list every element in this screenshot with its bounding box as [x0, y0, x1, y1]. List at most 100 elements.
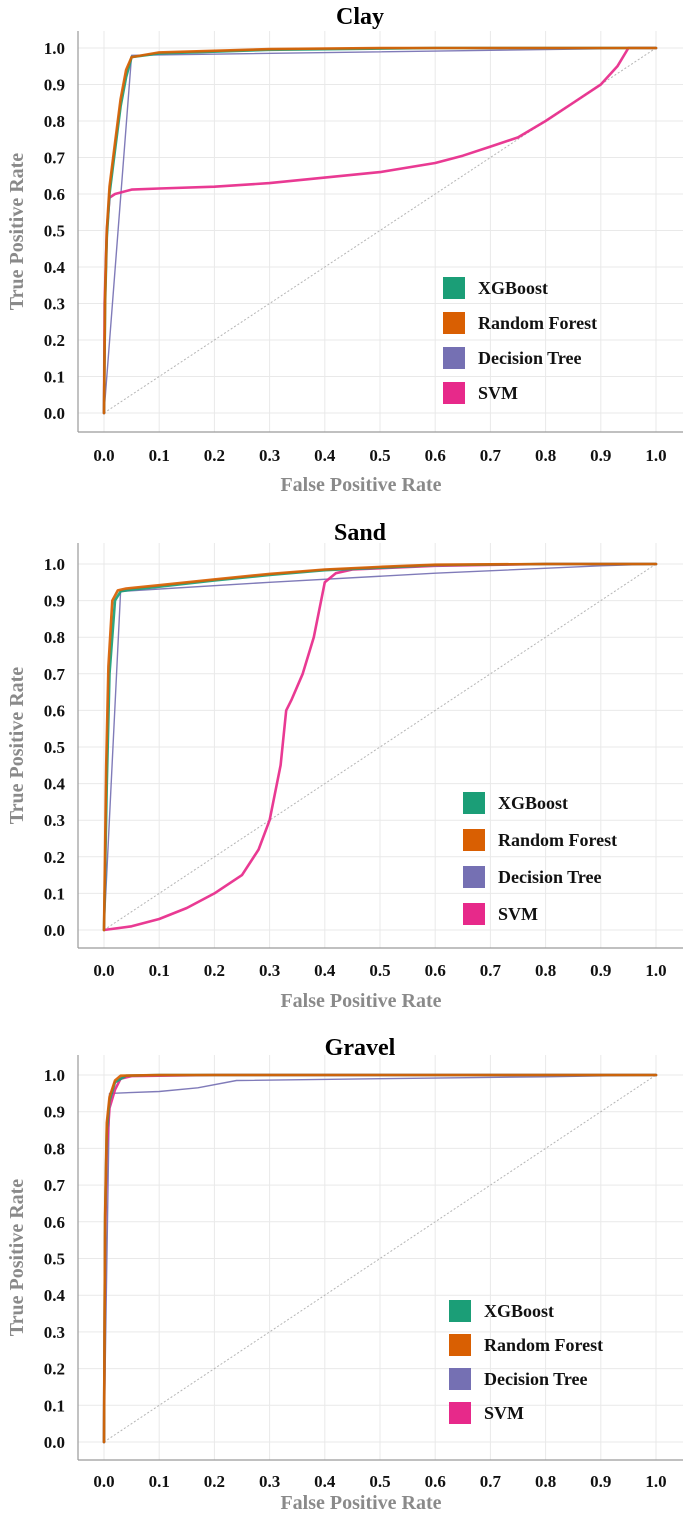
y-tick-label: 0.8 — [44, 628, 65, 647]
y-tick-label: 0.5 — [44, 1250, 65, 1269]
legend-swatch-xgboost — [443, 277, 465, 299]
x-tick-label: 0.0 — [93, 446, 114, 465]
y-tick-label: 1.0 — [44, 1066, 65, 1085]
series-line-decision-tree — [103, 47, 657, 414]
x-tick-label: 0.9 — [590, 961, 611, 980]
x-tick-label: 0.0 — [93, 961, 114, 980]
x-tick-label: 0.0 — [93, 1472, 114, 1491]
roc-chart-clay: 0.0 0.1 0.2 0.3 0.4 0.5 0.6 0.7 0.8 0.9 1.0 0.0 0.1 0… — [0, 0, 685, 505]
y-tick-label: 0.2 — [44, 1360, 65, 1379]
roc-chart-sand: 0.0 0.1 0.2 0.3 0.4 0.5 0.6 0.7 0.8 0.9 1.0 0.0 0.1 0… — [0, 512, 685, 1022]
y-tick-label: 0.3 — [44, 811, 65, 830]
x-tick-label: 0.4 — [314, 446, 336, 465]
y-tick-label: 0.4 — [44, 258, 66, 277]
x-tick-label: 0.1 — [149, 446, 170, 465]
y-tick-label: 0.6 — [44, 701, 65, 720]
series-line-decision-tree — [103, 1074, 657, 1443]
y-tick-label: 0.6 — [44, 185, 65, 204]
legend-swatch-random-forest — [449, 1334, 471, 1356]
x-tick-label: 0.5 — [369, 1472, 390, 1491]
chart-title: Clay — [336, 4, 384, 30]
x-tick-label: 0.1 — [149, 961, 170, 980]
x-axis-title: False Positive Rate — [280, 474, 441, 496]
x-tick-label: 0.4 — [314, 961, 336, 980]
y-tick-label: 1.0 — [44, 555, 65, 574]
series-lines — [102, 562, 658, 932]
series-line-random-forest — [102, 562, 658, 932]
x-tick-label: 0.7 — [480, 446, 502, 465]
legend-swatch-random-forest — [463, 829, 485, 851]
x-tick-label: 0.6 — [425, 446, 446, 465]
x-tick-label: 0.8 — [535, 1472, 556, 1491]
series-lines — [102, 1073, 658, 1444]
legend-label-xgboost: XGBoost — [478, 278, 548, 298]
x-tick-label: 0.2 — [204, 446, 225, 465]
legend-swatch-svm — [463, 903, 485, 925]
chart-title: Sand — [334, 520, 387, 546]
series-line-decision-tree — [103, 563, 657, 931]
x-tick-label: 0.9 — [590, 1472, 611, 1491]
legend-label-random-forest: Random Forest — [484, 1335, 603, 1355]
legend-label-svm: SVM — [478, 383, 518, 403]
x-tick-label: 0.4 — [314, 1472, 336, 1491]
x-tick-label: 0.5 — [369, 446, 390, 465]
chart-svg: 0.0 0.1 0.2 0.3 0.4 0.5 0.6 0.7 0.8 0.9 1.0 0.0 0.1 0… — [6, 1035, 683, 1514]
y-tick-label: 0.0 — [44, 921, 65, 940]
y-tick-label: 0.2 — [44, 848, 65, 867]
x-tick-label: 0.3 — [259, 961, 280, 980]
legend-label-decision-tree: Decision Tree — [478, 348, 581, 368]
legend-label-svm: SVM — [498, 904, 538, 924]
gridlines — [78, 543, 683, 948]
legend-swatch-svm — [443, 382, 465, 404]
x-tick-label: 0.6 — [425, 961, 446, 980]
series-line-random-forest — [102, 46, 658, 415]
y-tick-label: 0.6 — [44, 1213, 65, 1232]
legend-swatch-xgboost — [449, 1300, 471, 1322]
legend-label-random-forest: Random Forest — [478, 313, 597, 333]
legend-swatch-decision-tree — [443, 347, 465, 369]
y-tick-label: 0.7 — [44, 1176, 66, 1195]
x-tick-label: 1.0 — [645, 961, 666, 980]
x-tick-label: 1.0 — [645, 1472, 666, 1491]
y-tick-label: 0.1 — [44, 368, 65, 387]
y-tick-label: 0.1 — [44, 884, 65, 903]
legend-label-decision-tree: Decision Tree — [498, 867, 601, 887]
x-tick-label: 0.3 — [259, 1472, 280, 1491]
legend-swatch-decision-tree — [449, 1368, 471, 1390]
y-tick-label: 0.7 — [44, 665, 66, 684]
chart-svg: 0.0 0.1 0.2 0.3 0.4 0.5 0.6 0.7 0.8 0.9 1.0 0.0 0.1 0… — [6, 520, 683, 1012]
legend-label-decision-tree: Decision Tree — [484, 1369, 587, 1389]
x-tick-label: 0.1 — [149, 1472, 170, 1491]
legend: XGBoost Random Forest Decision Tree SVM — [463, 792, 617, 925]
y-tick-label: 0.8 — [44, 112, 65, 131]
chance-diagonal — [103, 1074, 657, 1443]
series-lines — [102, 46, 658, 415]
y-tick-label: 0.0 — [44, 1433, 65, 1452]
y-tick-label: 0.7 — [44, 149, 66, 168]
y-tick-label: 0.4 — [44, 775, 66, 794]
y-tick-label: 0.9 — [44, 76, 65, 95]
legend-label-xgboost: XGBoost — [484, 1301, 554, 1321]
y-axis-title: True Positive Rate — [6, 667, 28, 824]
x-tick-label: 0.2 — [204, 961, 225, 980]
legend-swatch-decision-tree — [463, 866, 485, 888]
y-tick-label: 0.2 — [44, 331, 65, 350]
series-line-random-forest — [102, 1073, 658, 1444]
x-axis-title: False Positive Rate — [280, 990, 441, 1012]
y-tick-label: 0.5 — [44, 222, 65, 241]
x-tick-label: 0.2 — [204, 1472, 225, 1491]
y-tick-label: 0.9 — [44, 592, 65, 611]
legend-swatch-random-forest — [443, 312, 465, 334]
legend: XGBoost Random Forest Decision Tree SVM — [443, 277, 597, 404]
legend-label-random-forest: Random Forest — [498, 830, 617, 850]
x-tick-label: 0.3 — [259, 446, 280, 465]
y-tick-label: 0.8 — [44, 1139, 65, 1158]
roc-chart-gravel: 0.0 0.1 0.2 0.3 0.4 0.5 0.6 0.7 0.8 0.9 1.0 0.0 0.1 0… — [0, 1028, 685, 1516]
y-tick-label: 0.9 — [44, 1103, 65, 1122]
x-axis-title: False Positive Rate — [280, 1492, 441, 1514]
x-tick-label: 0.8 — [535, 446, 556, 465]
legend-label-xgboost: XGBoost — [498, 793, 568, 813]
x-tick-label: 0.7 — [480, 1472, 502, 1491]
y-axis-title: True Positive Rate — [6, 153, 28, 310]
legend: XGBoost Random Forest Decision Tree SVM — [449, 1300, 603, 1424]
